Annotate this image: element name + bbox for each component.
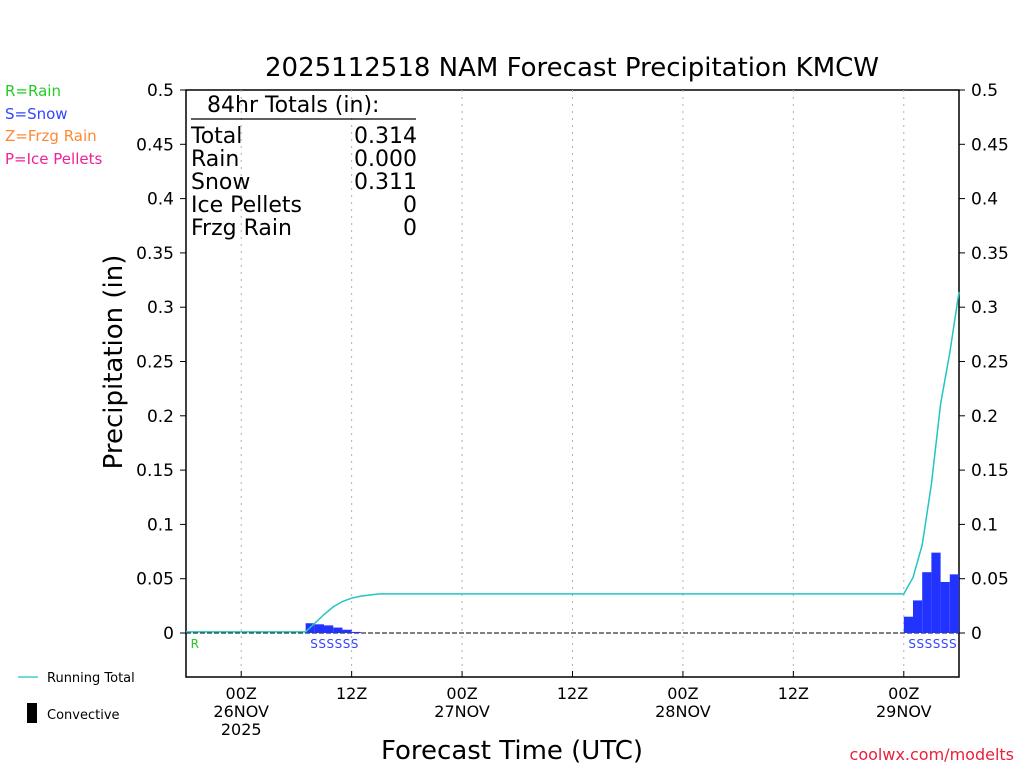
precip-bar [903,616,913,633]
y-tick-label-left: 0.2 [147,407,174,427]
y-tick-label-right: 0.1 [971,515,998,535]
x-tick-label: 26NOV [213,702,269,721]
precip-bar [351,631,361,633]
y-tick-label-right: 0.2 [971,407,998,427]
precip-bar [922,572,932,633]
precip-bar [931,552,941,633]
y-tick-label-left: 0.05 [136,570,174,590]
running-total-line [186,291,960,633]
x-tick-label: 12Z [557,684,588,703]
y-axis-left: 0 0.05 0.1 0.15 0.2 0.25 0.3 0.35 0.4 0.45 0.5 [136,81,186,644]
x-axis-title: Forecast Time (UTC) [381,736,643,766]
x-tick-label: 12Z [336,684,367,703]
precip-type-marker: R [191,637,200,651]
precip-bar [949,574,959,633]
precip-bar [342,629,352,633]
y-tick-label-left: 0.35 [136,244,174,264]
legend-snow: S=Snow [5,105,68,123]
totals-label-rain: Rain [191,147,239,172]
y-axis-title: Precipitation (in) [99,255,129,470]
y-tick-label-left: 0.45 [136,135,174,155]
precip-type-markers: R SSSSSS SSSSSS [191,637,957,651]
y-tick-label-left: 0.15 [136,461,174,481]
legend-rain: R=Rain [5,82,61,100]
y-tick-label-left: 0.1 [147,515,174,535]
totals-label-frzg-rain: Frzg Rain [191,216,292,241]
y-tick-label-right: 0.35 [971,244,1009,264]
legend-ice-pellets: P=Ice Pellets [5,150,102,168]
y-tick-label-right: 0.05 [971,570,1009,590]
y-axis-right: 0 0.05 0.1 0.15 0.2 0.25 0.3 0.35 0.4 0.45 0.5 [959,81,1009,644]
totals-value-rain: 0.000 [354,147,417,172]
x-tick-label: 00Z [667,684,698,703]
convective-legend-swatch [27,703,37,723]
precip-type-marker: SSSSSS [310,637,359,651]
credit-text: coolwx.com/modelts [850,745,1014,764]
convective-legend-label: Convective [47,708,120,723]
y-tick-label-left: 0.5 [147,81,174,101]
x-tick-label: 00Z [888,684,919,703]
precip-bar [940,581,950,633]
precip-type-legend: R=Rain S=Snow Z=Frzg Rain P=Ice Pellets [5,82,102,168]
y-tick-label-right: 0.15 [971,461,1009,481]
vertical-grid [240,90,905,677]
totals-value-total: 0.314 [354,124,417,149]
y-tick-label-left: 0 [163,624,174,644]
precip-bar [314,624,325,633]
legend-frzg-rain: Z=Frzg Rain [5,127,97,145]
y-tick-label-left: 0.4 [147,190,174,210]
y-tick-label-right: 0.5 [971,81,998,101]
totals-label-snow: Snow [191,170,250,195]
precip-bar [324,625,334,633]
x-tick-label: 27NOV [434,702,490,721]
y-tick-label-right: 0.3 [971,298,998,318]
y-tick-label-left: 0.25 [136,353,174,373]
y-tick-label-right: 0.4 [971,190,998,210]
x-tick-label: 2025 [221,720,262,739]
totals-label-total: Total [190,124,242,149]
totals-box: 84hr Totals (in): Total 0.314 Rain 0.000… [190,93,417,241]
totals-value-ice-pellets: 0 [403,193,417,218]
x-tick-label: 00Z [446,684,477,703]
x-tick-label: 00Z [226,684,257,703]
y-tick-label-right: 0.45 [971,135,1009,155]
series-legend: Running Total Convective [18,671,135,723]
totals-value-snow: 0.311 [354,170,417,195]
running-total-series [186,291,960,633]
precip-bar [912,600,923,633]
totals-value-frzg-rain: 0 [403,216,417,241]
y-tick-label-right: 0.25 [971,353,1009,373]
y-tick-label-left: 0.3 [147,298,174,318]
y-tick-label-right: 0 [971,624,982,644]
running-total-legend-label: Running Total [47,671,135,686]
precip-type-marker: SSSSSS [908,637,957,651]
x-tick-label: 28NOV [655,702,711,721]
x-tick-label: 12Z [778,684,809,703]
totals-heading: 84hr Totals (in): [207,93,379,118]
precip-bars [305,552,959,633]
totals-label-ice-pellets: Ice Pellets [191,193,302,218]
chart-title: 2025112518 NAM Forecast Precipitation KM… [265,53,879,83]
precip-bar [333,627,343,633]
x-tick-label: 29NOV [876,702,932,721]
